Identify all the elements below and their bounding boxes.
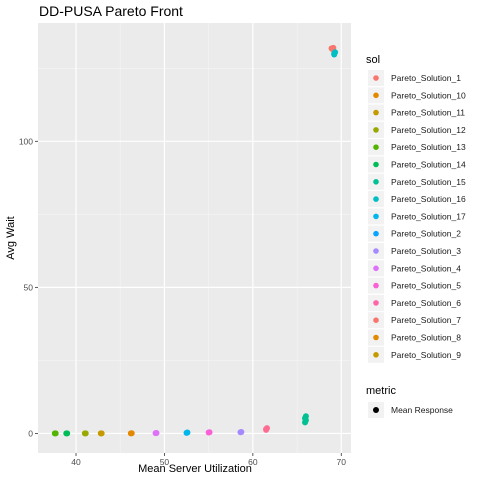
legend-swatch — [373, 196, 379, 202]
legend-label: Pareto_Solution_13 — [391, 142, 466, 152]
shape-legend-title: metric — [366, 385, 396, 397]
legend-title: sol — [366, 54, 380, 66]
y-tick-label: 0 — [28, 428, 33, 438]
y-tick-label: 100 — [19, 136, 33, 146]
grid-lines — [38, 23, 351, 453]
legend-label: Pareto_Solution_8 — [391, 333, 461, 343]
y-axis-label: Avg Wait — [5, 216, 17, 259]
legend-label: Pareto_Solution_6 — [391, 298, 461, 308]
y-tick-label: 50 — [24, 282, 34, 292]
legend-label: Pareto_Solution_12 — [391, 125, 466, 135]
data-point — [263, 426, 270, 433]
color-legend: sol Pareto_Solution_1 Pareto_Solution_10 P… — [366, 54, 466, 363]
legend-label: Pareto_Solution_14 — [391, 160, 466, 170]
legend-swatch — [373, 161, 379, 168]
data-point — [153, 429, 160, 436]
axis-ticks: 40 50 60 70 0 50 100 — [19, 136, 346, 467]
chart-title: DD-PUSA Pareto Front — [39, 3, 183, 19]
x-tick-label: 50 — [160, 457, 170, 467]
legend-swatch — [373, 317, 379, 324]
legend-swatch — [373, 248, 379, 254]
data-points — [51, 44, 339, 437]
data-point — [128, 430, 135, 437]
legend-swatch — [373, 179, 379, 185]
legend-label: Pareto_Solution_7 — [391, 315, 461, 325]
legend-swatch — [373, 265, 379, 272]
legend-swatch — [373, 213, 379, 220]
x-tick-label: 40 — [71, 457, 81, 467]
data-point — [331, 51, 338, 58]
data-point — [302, 413, 309, 420]
legend-swatch — [373, 282, 379, 289]
x-axis-label: Mean Server Utilization — [138, 463, 252, 475]
x-tick-label: 70 — [337, 457, 347, 467]
legend-swatch — [373, 144, 379, 150]
data-point — [206, 429, 213, 436]
legend-label: Pareto_Solution_11 — [391, 108, 465, 118]
data-point — [238, 428, 245, 435]
data-point — [52, 430, 59, 437]
legend-swatch — [373, 352, 379, 358]
legend-label: Pareto_Solution_5 — [391, 281, 461, 291]
shape-legend-label: Mean Response — [391, 405, 453, 415]
legend-label: Pareto_Solution_9 — [391, 350, 461, 360]
plot-panel — [38, 23, 351, 453]
legend-swatch — [373, 92, 379, 99]
legend-swatch — [373, 75, 379, 81]
data-point — [302, 419, 309, 426]
legend-swatch — [373, 109, 379, 116]
shape-legend: metric Mean Response — [366, 385, 453, 418]
x-tick-label: 60 — [248, 457, 258, 467]
legend-label: Pareto_Solution_10 — [391, 90, 466, 100]
legend-label: Pareto_Solution_1 — [391, 73, 461, 83]
legend-swatch — [373, 334, 379, 341]
legend-label: Pareto_Solution_15 — [391, 177, 466, 187]
legend-label: Pareto_Solution_4 — [391, 263, 461, 273]
data-point — [98, 430, 105, 437]
data-point — [328, 45, 335, 52]
legend-swatch — [373, 300, 379, 306]
legend-label: Pareto_Solution_16 — [391, 194, 466, 204]
legend-label: Pareto_Solution_3 — [391, 246, 461, 256]
data-point — [64, 430, 71, 437]
legend-swatch — [373, 127, 379, 133]
legend-label: Pareto_Solution_17 — [391, 211, 466, 221]
shape-legend-swatch — [373, 407, 379, 413]
data-point — [82, 430, 89, 437]
legend-label: Pareto_Solution_2 — [391, 229, 461, 239]
data-point — [184, 429, 191, 436]
legend-swatch — [373, 230, 379, 237]
